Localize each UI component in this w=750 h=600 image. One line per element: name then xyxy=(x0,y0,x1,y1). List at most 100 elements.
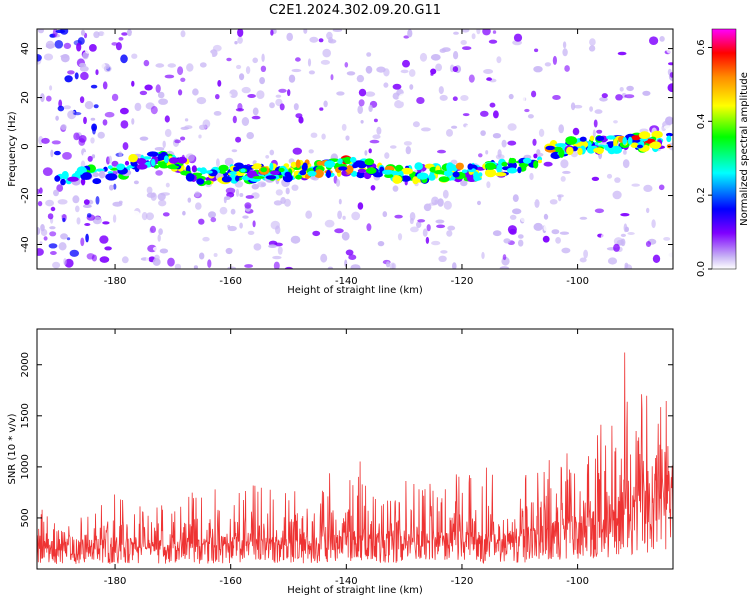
spectrogram-speckle xyxy=(84,223,91,226)
spectrogram-speckle xyxy=(295,113,303,119)
snr-y-ticks: 500 1000 1500 2000 xyxy=(20,352,673,527)
spectrogram-speckle xyxy=(416,221,422,228)
spectrogram-speckle xyxy=(503,217,509,223)
spectrogram-speckle xyxy=(561,247,571,254)
spectrogram-speckle xyxy=(543,213,549,220)
spectrogram-speckle xyxy=(407,29,413,38)
spectrogram-speckle xyxy=(73,112,82,116)
spectrogram-ridge-blob xyxy=(428,173,436,181)
spectrogram-ridge-blob xyxy=(252,176,265,179)
spectrogram-ridge-blob xyxy=(295,159,301,169)
spectrogram-speckle xyxy=(121,32,128,36)
spectrogram-speckle xyxy=(269,149,275,156)
spectrogram-speckle xyxy=(465,58,472,67)
spectrogram-speckle xyxy=(368,104,373,112)
spectrogram-speckle xyxy=(152,246,161,252)
spectrogram-ridge-blob xyxy=(558,148,565,158)
spectrogram-speckle xyxy=(109,184,114,191)
spectrogram-speckle xyxy=(623,223,628,233)
spectrogram-speckle xyxy=(643,30,648,34)
spectrogram-speckle xyxy=(652,254,661,263)
spectrogram-speckle xyxy=(131,210,140,217)
spectrogram-speckle xyxy=(332,29,343,32)
spectrogram-speckle xyxy=(251,115,261,120)
spectrogram-speckle xyxy=(435,219,445,224)
spectrogram-speckle xyxy=(460,146,469,151)
spectrogram-speckle xyxy=(237,249,241,257)
spectrogram-speckle xyxy=(560,108,567,117)
spectrogram-speckle xyxy=(145,256,150,265)
spectrogram-ridge-blob xyxy=(484,162,496,170)
spectrogram-speckle xyxy=(165,182,170,188)
spectrogram-speckle xyxy=(505,46,514,53)
colorbar-tick-label: 0.6 xyxy=(696,40,707,56)
spectrogram-speckle xyxy=(242,215,249,219)
spectrogram-speckle xyxy=(97,131,105,139)
spectrogram-speckle xyxy=(580,41,591,49)
spectrogram-speckle xyxy=(275,94,282,98)
spectrogram-speckle xyxy=(471,33,476,40)
spectrogram-speckle xyxy=(259,77,265,85)
spectrogram-speckle xyxy=(253,243,262,251)
spectrogram-speckle xyxy=(499,266,510,269)
spectrogram-speckle xyxy=(275,189,283,196)
spectrogram-y-label: Frequency (Hz) xyxy=(7,111,18,187)
spectrogram-ridge-blob xyxy=(577,147,583,156)
spectrogram-speckle xyxy=(365,65,373,74)
spectrogram-speckle xyxy=(126,29,132,37)
spectrogram-speckle xyxy=(199,62,207,68)
spectrogram-speckle xyxy=(640,193,645,203)
snr-panel: -180 -160 -140 -120 -100 500 1000 1500 2000 Hei… xyxy=(7,328,674,596)
spectrogram-speckle xyxy=(493,110,499,119)
spectrogram-speckle xyxy=(528,178,538,187)
spectrogram-ridge-blob xyxy=(637,144,643,149)
spectrogram-speckle xyxy=(252,220,256,228)
spectrogram-ridge-blob xyxy=(269,162,274,171)
spectrogram-speckle xyxy=(194,191,201,198)
spectrogram-speckle xyxy=(579,257,587,263)
spectrogram-speckle xyxy=(111,42,118,46)
spectrogram-speckle xyxy=(430,54,441,61)
spectrogram-speckle xyxy=(663,237,671,241)
spectrogram-speckle xyxy=(84,226,94,232)
spectrogram-speckle xyxy=(90,117,96,121)
spectrogram-speckle xyxy=(115,113,120,119)
colorbar-gradient xyxy=(711,28,737,270)
snr-series-line xyxy=(37,352,673,565)
spectrogram-speckle xyxy=(543,265,548,269)
spectrogram-speckle xyxy=(338,264,344,269)
spectrogram-ridge-blob xyxy=(265,175,277,180)
spectrogram-speckle xyxy=(440,250,448,254)
spectrogram-speckle xyxy=(155,170,163,176)
spectrogram-speckle xyxy=(479,79,487,89)
spectrogram-speckle xyxy=(39,187,43,194)
spectrogram-speckle xyxy=(341,76,348,82)
spectrogram-speckle xyxy=(245,66,251,75)
spectrogram-speckle xyxy=(600,176,605,182)
spectrogram-ridge-blob xyxy=(517,166,522,174)
spectrogram-ridge-blob xyxy=(438,176,450,183)
spectrogram-speckle xyxy=(409,84,414,90)
spectrogram-speckle xyxy=(40,224,45,232)
spectrogram-speckle xyxy=(55,29,66,34)
spectrogram-ridge-blob xyxy=(650,141,662,149)
spectrogram-speckle xyxy=(215,94,220,100)
spectrogram-ridge-blob xyxy=(270,170,280,176)
spectrogram-ridge-blob xyxy=(501,161,508,167)
spectrogram-speckle xyxy=(447,225,456,231)
spectrogram-speckle xyxy=(391,263,395,269)
spectrogram-speckle xyxy=(74,72,79,80)
spectrogram-speckle xyxy=(297,226,302,231)
spectrogram-speckle xyxy=(216,158,220,168)
spectrogram-speckle xyxy=(538,128,545,137)
spectrogram-speckle xyxy=(480,35,487,43)
spectrogram-ridge-blob xyxy=(157,154,166,161)
spectrogram-ridge-blob xyxy=(606,135,616,140)
y-tick-label: 0 xyxy=(20,143,31,149)
spectrogram-speckle xyxy=(104,246,112,251)
spectrogram-speckle xyxy=(346,71,356,76)
x-tick-label: -160 xyxy=(219,576,242,587)
spectrogram-speckle xyxy=(372,134,381,139)
spectrogram-speckle xyxy=(199,252,205,260)
spectrogram-speckle xyxy=(134,102,142,112)
